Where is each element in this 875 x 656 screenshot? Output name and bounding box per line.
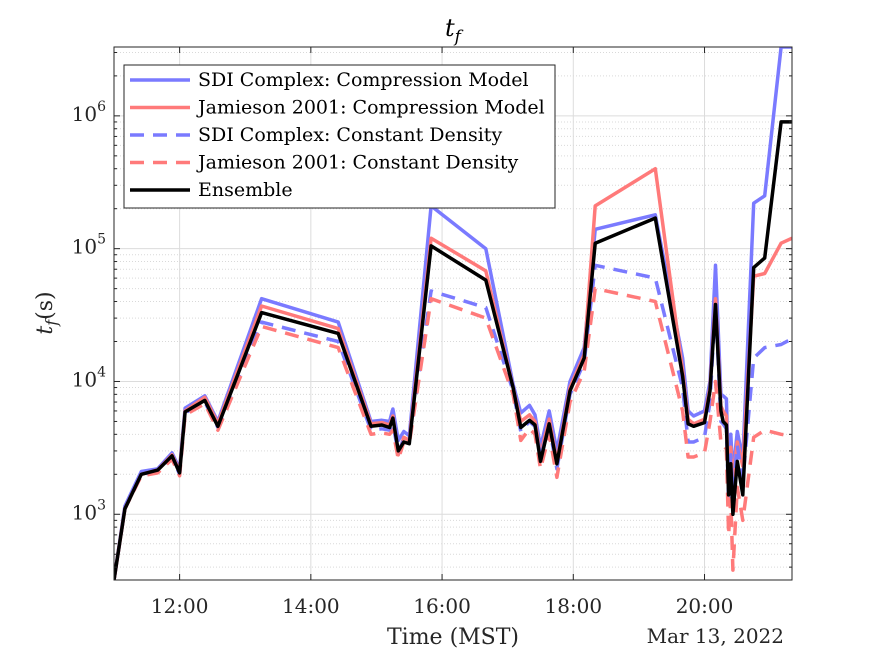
y-tick-label: 106 [72,99,106,126]
y-tick-label: 105 [72,232,106,259]
y-axis-label-subscript: f [42,317,61,327]
legend-label: Ensemble [198,179,293,201]
x-tick-label: 12:00 [151,594,209,618]
date-label: Mar 13, 2022 [647,624,784,648]
chart-title-subscript: f [453,27,464,47]
legend-label: SDI Complex: Constant Density [198,124,502,146]
series-group [114,47,792,580]
legend-label: SDI Complex: Compression Model [198,69,529,91]
plot-frame [113,46,793,581]
x-tick-label: 20:00 [676,594,734,618]
legend-box [123,64,556,209]
legend: SDI Complex: Compression Model Jamieson 2… [123,64,556,209]
chart-title: tf [445,14,464,47]
ticks: 103 104 105 106 12:00 14:00 16:00 18:00 20:00 [72,47,792,618]
y-tick-label: 104 [72,364,106,391]
x-tick-label: 18:00 [544,594,602,618]
y-axis-label-main: t [33,326,58,335]
legend-label: Jamieson 2001: Compression Model [196,97,545,119]
legend-label: Jamieson 2001: Constant Density [196,152,519,174]
x-axis-label: Time (MST) [387,625,519,650]
series-line-4 [114,286,792,580]
x-tick-label: 14:00 [282,594,340,618]
y-axis-label: tf(s) [33,291,61,334]
x-tick-label: 16:00 [413,594,471,618]
y-axis-label-unit: (s) [33,291,58,319]
series-line-5 [114,120,792,580]
chart-title-main: t [445,14,455,42]
y-tick-label: 103 [72,497,106,524]
